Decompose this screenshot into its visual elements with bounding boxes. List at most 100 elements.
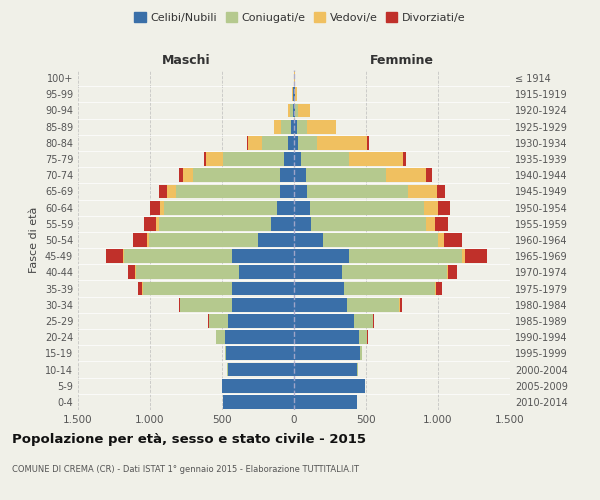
Bar [124, 250, 232, 263]
Bar [291, 120, 294, 134]
Bar [247, 136, 248, 149]
Bar [223, 395, 294, 409]
Bar [204, 152, 206, 166]
Bar [258, 233, 294, 247]
Bar [149, 233, 258, 247]
Bar [386, 168, 427, 182]
Bar [294, 184, 307, 198]
Bar [298, 104, 310, 118]
Bar [293, 104, 294, 118]
Bar [301, 152, 349, 166]
Bar [294, 136, 298, 149]
Bar [158, 217, 271, 230]
Bar [294, 250, 349, 263]
Bar [294, 379, 365, 392]
Bar [294, 298, 347, 312]
Legend: Celibi/Nubili, Coniugati/e, Vedovi/e, Divorziati/e: Celibi/Nubili, Coniugati/e, Vedovi/e, Di… [130, 8, 470, 28]
Text: Femmine: Femmine [370, 54, 434, 67]
Bar [228, 362, 294, 376]
Bar [400, 298, 402, 312]
Bar [355, 314, 373, 328]
Bar [232, 298, 294, 312]
Bar [294, 200, 310, 214]
Bar [239, 266, 294, 280]
Bar [222, 379, 294, 392]
Bar [216, 330, 225, 344]
Bar [307, 184, 408, 198]
Bar [294, 330, 359, 344]
Bar [150, 200, 160, 214]
Bar [232, 282, 294, 296]
Bar [403, 152, 406, 166]
Bar [344, 282, 435, 296]
Bar [317, 136, 367, 149]
Bar [277, 200, 294, 214]
Bar [298, 136, 317, 149]
Bar [367, 136, 369, 149]
Bar [436, 282, 442, 296]
Bar [349, 152, 403, 166]
Bar [206, 152, 223, 166]
Y-axis label: Fasce di età: Fasce di età [29, 207, 39, 273]
Bar [281, 120, 291, 134]
Bar [136, 266, 239, 280]
Bar [294, 233, 323, 247]
Bar [179, 298, 180, 312]
Bar [294, 104, 295, 118]
Bar [294, 217, 311, 230]
Bar [424, 200, 438, 214]
Bar [466, 250, 487, 263]
Bar [138, 282, 142, 296]
Bar [284, 152, 294, 166]
Bar [290, 104, 293, 118]
Bar [310, 200, 424, 214]
Bar [295, 88, 298, 101]
Bar [438, 200, 449, 214]
Bar [179, 168, 183, 182]
Bar [294, 346, 360, 360]
Bar [232, 250, 294, 263]
Bar [280, 168, 294, 182]
Bar [359, 330, 367, 344]
Bar [294, 314, 355, 328]
Bar [437, 184, 445, 198]
Bar [157, 217, 158, 230]
Bar [208, 314, 209, 328]
Bar [183, 168, 193, 182]
Bar [307, 120, 336, 134]
Bar [262, 136, 288, 149]
Bar [347, 298, 399, 312]
Bar [135, 266, 136, 280]
Bar [106, 250, 124, 263]
Bar [147, 233, 149, 247]
Bar [294, 152, 301, 166]
Bar [280, 184, 294, 198]
Bar [223, 152, 284, 166]
Bar [435, 282, 436, 296]
Bar [180, 298, 232, 312]
Bar [228, 314, 294, 328]
Text: COMUNE DI CREMA (CR) - Dati ISTAT 1° gennaio 2015 - Elaborazione TUTTITALIA.IT: COMUNE DI CREMA (CR) - Dati ISTAT 1° gen… [12, 466, 359, 474]
Bar [427, 168, 432, 182]
Bar [274, 120, 281, 134]
Bar [287, 104, 290, 118]
Bar [128, 266, 135, 280]
Bar [193, 168, 280, 182]
Bar [349, 250, 463, 263]
Text: Popolazione per età, sesso e stato civile - 2015: Popolazione per età, sesso e stato civil… [12, 432, 366, 446]
Bar [360, 346, 362, 360]
Bar [297, 120, 307, 134]
Bar [225, 346, 226, 360]
Bar [341, 266, 446, 280]
Bar [311, 217, 427, 230]
Bar [271, 217, 294, 230]
Bar [444, 233, 463, 247]
Bar [167, 184, 176, 198]
Bar [164, 200, 277, 214]
Bar [463, 250, 466, 263]
Bar [225, 330, 294, 344]
Bar [248, 136, 262, 149]
Bar [295, 104, 298, 118]
Bar [209, 314, 228, 328]
Bar [176, 184, 280, 198]
